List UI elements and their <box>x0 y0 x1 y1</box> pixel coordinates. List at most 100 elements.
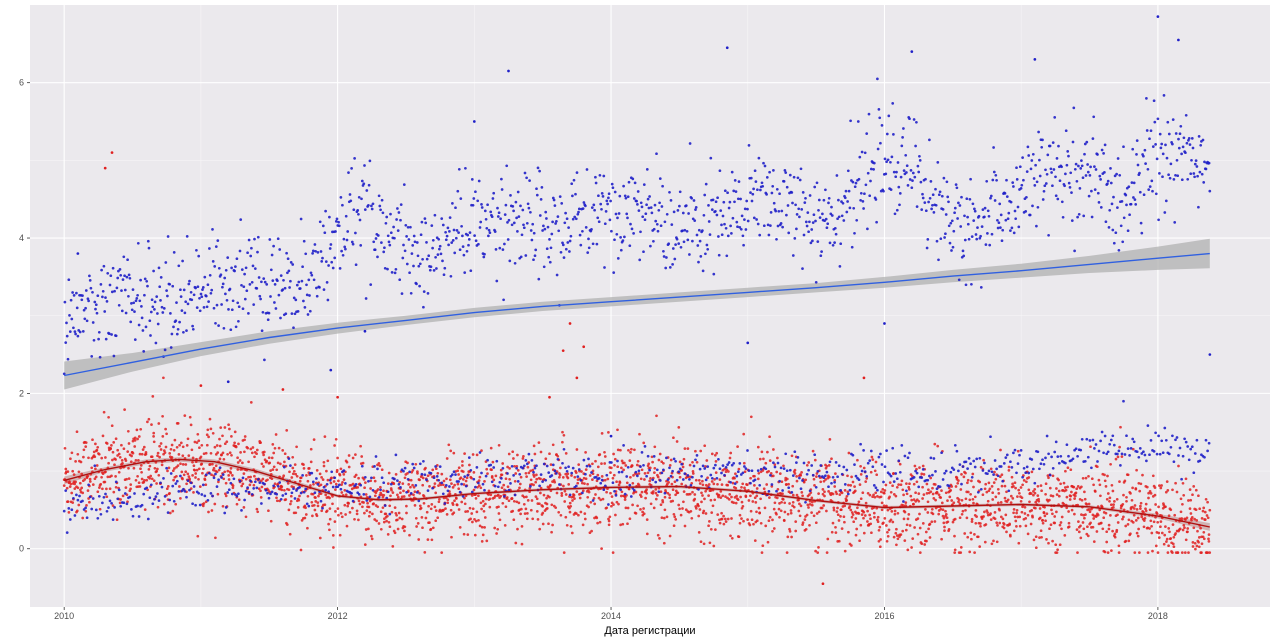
blue-point <box>360 197 363 201</box>
red-point <box>1042 511 1046 514</box>
red-point <box>199 455 203 459</box>
blue-point <box>305 283 308 287</box>
red-point <box>120 459 124 462</box>
red-point <box>150 455 154 459</box>
blue-point <box>270 490 274 494</box>
red-point <box>449 508 453 512</box>
red-point <box>722 522 726 526</box>
red-point <box>551 523 554 527</box>
red-point <box>895 527 898 531</box>
blue-point <box>328 247 332 250</box>
red-point <box>283 460 286 464</box>
red-point <box>792 505 796 509</box>
blue-point <box>976 490 980 494</box>
blue-point <box>452 228 456 232</box>
blue-point <box>240 509 243 512</box>
blue-point <box>952 229 956 233</box>
blue-point <box>636 203 639 206</box>
red-point <box>471 507 475 511</box>
blue-point <box>434 465 437 468</box>
red-point <box>345 524 349 528</box>
red-point <box>391 491 395 494</box>
red-point <box>1087 508 1091 511</box>
blue-point <box>746 219 750 223</box>
blue-point <box>595 242 599 246</box>
blue-point <box>76 334 80 338</box>
blue-point <box>736 197 740 201</box>
red-point <box>63 446 67 450</box>
blue-point <box>420 472 424 476</box>
red-point <box>522 495 526 499</box>
blue-point <box>755 218 758 221</box>
red-point <box>1204 497 1208 501</box>
blue-point <box>344 482 347 485</box>
blue-point <box>662 249 665 253</box>
red-point <box>1154 544 1158 548</box>
red-point <box>362 478 366 481</box>
red-point <box>1151 549 1154 553</box>
blue-point <box>287 457 291 460</box>
red-point <box>347 454 351 457</box>
blue-point <box>165 289 168 292</box>
red-point <box>740 500 744 504</box>
red-point <box>237 498 241 502</box>
red-point <box>653 445 657 449</box>
blue-point <box>948 241 952 245</box>
red-point <box>484 497 488 501</box>
blue-point <box>564 247 568 251</box>
blue-point <box>529 210 532 214</box>
blue-point <box>614 494 618 497</box>
red-point <box>886 534 890 538</box>
red-point <box>549 483 552 487</box>
red-point <box>492 478 496 482</box>
red-point <box>953 548 957 552</box>
red-point <box>810 503 814 507</box>
blue-point <box>474 190 477 194</box>
red-point <box>719 490 723 493</box>
blue-point <box>828 460 832 464</box>
red-point <box>100 456 104 460</box>
blue-point <box>350 491 353 495</box>
red-point <box>1164 525 1167 528</box>
red-point <box>619 523 622 527</box>
blue-point <box>260 329 264 333</box>
red-point <box>408 494 411 497</box>
red-point <box>642 507 645 510</box>
red-point <box>236 468 240 471</box>
blue-point <box>465 249 469 253</box>
red-point <box>877 528 881 532</box>
blue-point <box>697 260 700 264</box>
red-point <box>888 481 892 484</box>
red-point <box>209 427 213 431</box>
blue-point <box>398 278 402 282</box>
blue-point <box>681 229 684 233</box>
red-point <box>129 483 133 486</box>
red-point <box>335 468 339 472</box>
blue-point <box>198 503 202 507</box>
blue-point <box>496 215 500 218</box>
blue-point <box>91 290 94 294</box>
red-point <box>488 497 492 501</box>
red-point <box>1166 489 1170 492</box>
blue-point <box>520 233 524 237</box>
red-point <box>965 516 969 520</box>
blue-point <box>269 268 273 272</box>
blue-point <box>493 484 497 488</box>
red-point <box>386 514 389 518</box>
red-point <box>477 479 481 482</box>
red-point <box>564 472 568 476</box>
red-point <box>1018 524 1022 528</box>
red-point <box>243 450 246 454</box>
red-point <box>519 475 523 479</box>
red-point <box>168 491 171 495</box>
blue-point <box>847 189 851 193</box>
red-point <box>223 470 227 474</box>
red-point <box>682 490 686 493</box>
red-point <box>679 513 683 517</box>
red-point <box>815 512 819 515</box>
blue-point <box>943 236 946 239</box>
blue-point <box>148 319 152 323</box>
blue-point <box>166 511 170 514</box>
red-point <box>611 551 615 554</box>
blue-point <box>107 332 111 336</box>
